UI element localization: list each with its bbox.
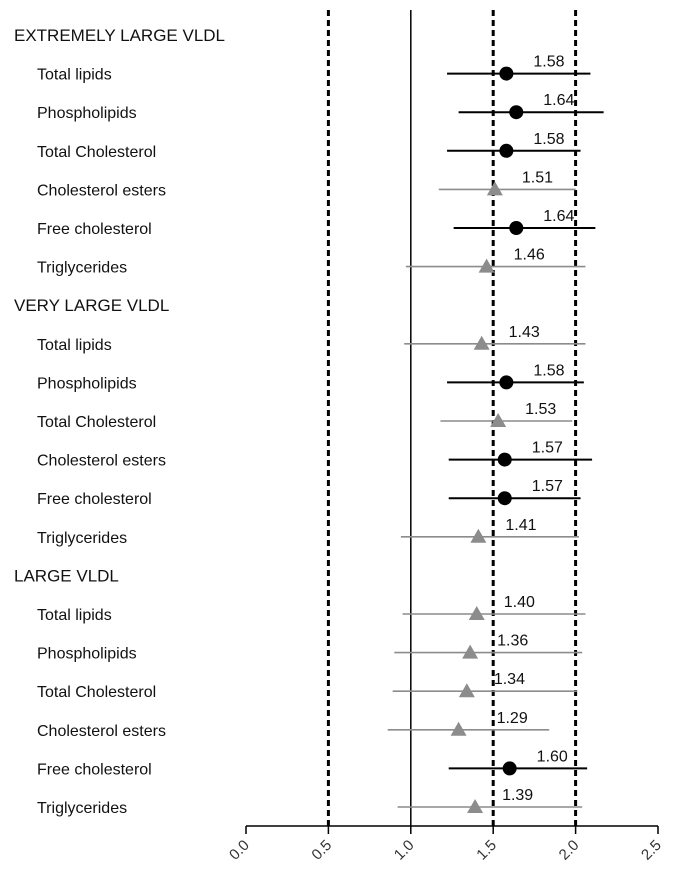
x-tick-label: 1.5: [473, 837, 500, 864]
point-marker-triangle: [490, 413, 507, 427]
row-label: Triglycerides: [37, 530, 127, 547]
value-label: 1.64: [543, 92, 574, 109]
point-marker-circle: [499, 143, 514, 158]
row-label: Total Cholesterol: [37, 414, 156, 431]
point-marker-circle: [509, 221, 524, 235]
row-label: Phospholipids: [37, 646, 137, 663]
value-label: 1.53: [525, 401, 556, 418]
row-label: Phospholipids: [37, 105, 137, 122]
group-label: EXTREMELY LARGE VLDL: [14, 26, 225, 45]
point-marker-circle: [509, 105, 524, 120]
point-marker-triangle: [458, 683, 475, 698]
value-label: 1.46: [514, 247, 545, 264]
value-label: 1.58: [533, 362, 564, 379]
row-label: Total lipids: [37, 337, 112, 354]
value-label: 1.51: [522, 169, 553, 186]
row-label: Total Cholesterol: [37, 144, 156, 161]
x-tick-label: 0.5: [308, 837, 335, 864]
point-marker-triangle: [462, 644, 479, 659]
value-label: 1.58: [533, 131, 564, 148]
value-label: 1.43: [509, 324, 540, 341]
group-label: LARGE VLDL: [14, 566, 119, 585]
row-label: Free cholesterol: [37, 761, 152, 778]
row-label: Phospholipids: [37, 375, 137, 392]
x-tick-label: 2.5: [638, 837, 665, 864]
row-label: Total lipids: [37, 67, 112, 84]
point-marker-circle: [497, 491, 512, 506]
point-marker-circle: [502, 761, 517, 776]
point-marker-triangle: [486, 181, 503, 196]
value-label: 1.36: [497, 633, 528, 650]
point-marker-triangle: [473, 335, 490, 350]
x-tick-label: 2.0: [556, 837, 583, 864]
row-label: Total lipids: [37, 607, 112, 624]
point-marker-circle: [499, 375, 514, 390]
row-label: Triglycerides: [37, 800, 127, 817]
x-tick-label: 0.0: [226, 837, 253, 864]
point-marker-triangle: [450, 721, 467, 736]
row-label: Free cholesterol: [37, 221, 152, 238]
point-marker-triangle: [478, 258, 495, 273]
value-label: 1.40: [504, 594, 535, 611]
value-label: 1.57: [532, 440, 563, 457]
value-label: 1.41: [505, 517, 536, 534]
row-label: Cholesterol esters: [37, 453, 166, 470]
point-marker-triangle: [467, 799, 484, 813]
value-label: 1.39: [502, 787, 533, 804]
x-tick-label: 1.0: [391, 837, 418, 864]
value-label: 1.60: [537, 748, 568, 765]
value-label: 1.58: [533, 54, 564, 71]
group-label: VERY LARGE VLDL: [14, 296, 169, 315]
row-label: Cholesterol esters: [37, 182, 166, 199]
row-label: Triglycerides: [37, 260, 127, 277]
value-label: 1.29: [497, 710, 528, 727]
row-label: Free cholesterol: [37, 491, 152, 508]
value-label: 1.34: [494, 671, 525, 688]
row-label: Total Cholesterol: [37, 684, 156, 701]
point-marker-triangle: [470, 528, 487, 543]
point-marker-triangle: [468, 606, 485, 620]
value-label: 1.57: [532, 478, 563, 495]
row-label: Cholesterol esters: [37, 723, 166, 740]
value-label: 1.64: [543, 208, 574, 225]
point-marker-circle: [497, 452, 512, 467]
point-marker-circle: [499, 66, 514, 81]
